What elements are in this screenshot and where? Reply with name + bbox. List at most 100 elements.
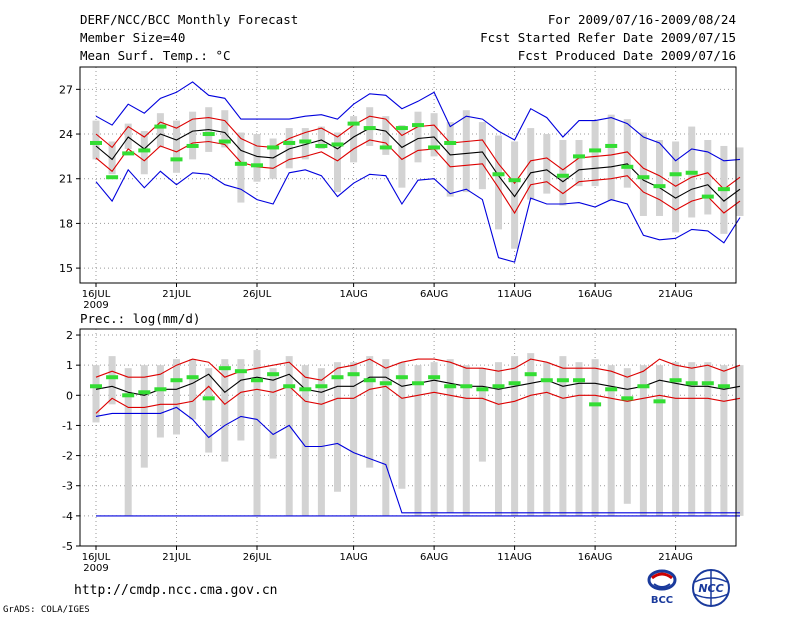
spread-box: [511, 141, 519, 249]
spread-box: [575, 362, 583, 516]
spread-box: [607, 114, 615, 202]
spread-box: [704, 139, 712, 215]
obs-marker: [589, 148, 602, 153]
obs-marker: [218, 366, 231, 371]
obs-marker: [428, 375, 441, 380]
spread-box: [511, 356, 519, 516]
spread-box: [559, 356, 567, 516]
x-tick-label: 1AUG: [339, 289, 367, 300]
obs-marker: [234, 161, 247, 166]
spread-box: [285, 128, 293, 169]
spread-box: [559, 139, 567, 206]
svg-text:BCC: BCC: [651, 595, 673, 606]
spread-box: [575, 139, 583, 187]
obs-marker: [412, 123, 424, 128]
spread-box: [495, 135, 502, 230]
obs-marker: [154, 387, 167, 392]
y-tick-label: -5: [62, 540, 73, 553]
obs-marker: [138, 148, 151, 153]
spread-box: [607, 365, 615, 516]
spread-box: [350, 116, 358, 163]
obs-marker: [540, 378, 553, 383]
spread-box: [285, 356, 293, 516]
spread-box: [495, 362, 502, 516]
spread-box: [108, 356, 116, 405]
obs-marker: [202, 396, 215, 401]
series-line-ensemble-max: [95, 81, 741, 162]
obs-marker: [589, 402, 602, 407]
y-tick-label: 15: [59, 262, 73, 275]
forecast-period: For 2009/07/16-2009/08/24: [547, 12, 736, 27]
obs-marker: [347, 372, 360, 377]
x-tick-label: 11AUG: [497, 552, 532, 563]
spread-box: [253, 350, 261, 516]
y-tick-label: -1: [62, 419, 73, 432]
spread-box: [334, 362, 341, 492]
y-tick-label: 24: [59, 128, 73, 141]
spread-box: [189, 111, 197, 160]
obs-marker: [331, 142, 344, 147]
spread-box: [301, 365, 309, 516]
spread-box: [382, 116, 390, 155]
spread-box: [704, 362, 712, 516]
x-tick-label: 11AUG: [497, 289, 532, 300]
y-tick-label: -2: [62, 450, 73, 463]
spread-box: [366, 356, 374, 468]
x-tick-label: 21JUL: [162, 552, 191, 563]
obs-marker: [267, 145, 280, 150]
spread-box: [317, 368, 325, 516]
x-tick-label: 16AUG: [578, 289, 613, 300]
obs-marker: [492, 172, 505, 177]
x-tick-label: 6AUG: [420, 289, 448, 300]
obs-marker: [283, 140, 296, 145]
obs-marker: [492, 384, 505, 389]
spread-box: [189, 359, 197, 420]
series-line-ensemble-mean: [95, 127, 741, 202]
obs-marker: [508, 178, 521, 183]
spread-box: [656, 365, 663, 516]
y-tick-label: 0: [66, 389, 73, 402]
obs-marker: [106, 375, 119, 380]
spread-box: [446, 122, 454, 197]
obs-marker: [379, 145, 392, 150]
obs-marker: [106, 175, 119, 180]
obs-marker: [653, 184, 666, 189]
obs-marker: [170, 157, 183, 162]
spread-box: [317, 126, 325, 149]
spread-box: [156, 365, 164, 438]
spread-box: [527, 353, 535, 516]
spread-box: [446, 359, 454, 513]
x-tick-label: 21JUL: [162, 289, 191, 300]
obs-marker: [669, 172, 682, 177]
obs-marker: [621, 164, 634, 169]
forecast-start-date: Fcst Started Refer Date 2009/07/15: [480, 30, 736, 45]
obs-marker: [170, 378, 183, 383]
spread-box: [92, 120, 100, 160]
x-tick-year: 2009: [83, 563, 108, 574]
spread-box: [124, 368, 132, 516]
obs-marker: [299, 139, 312, 144]
spread-box: [350, 362, 358, 516]
obs-marker: [508, 381, 521, 386]
spread-box: [462, 365, 470, 516]
obs-marker: [556, 173, 569, 178]
obs-marker: [395, 126, 408, 131]
series-line-ensemble-max: [95, 406, 740, 514]
spread-box: [221, 359, 229, 462]
obs-marker: [251, 163, 263, 168]
obs-marker: [637, 384, 650, 389]
y-tick-label: -4: [62, 510, 73, 523]
obs-marker: [363, 126, 376, 131]
bcc-logo: BCC: [647, 569, 677, 606]
obs-marker: [524, 372, 537, 377]
obs-marker: [444, 140, 457, 145]
spread-box: [269, 368, 277, 459]
spread-box: [688, 362, 696, 516]
obs-marker: [605, 143, 618, 148]
plot-frame: [79, 66, 737, 284]
spread-box: [301, 128, 309, 160]
y-tick-label: -3: [62, 480, 73, 493]
obs-marker: [573, 378, 585, 383]
spread-box: [736, 147, 744, 216]
